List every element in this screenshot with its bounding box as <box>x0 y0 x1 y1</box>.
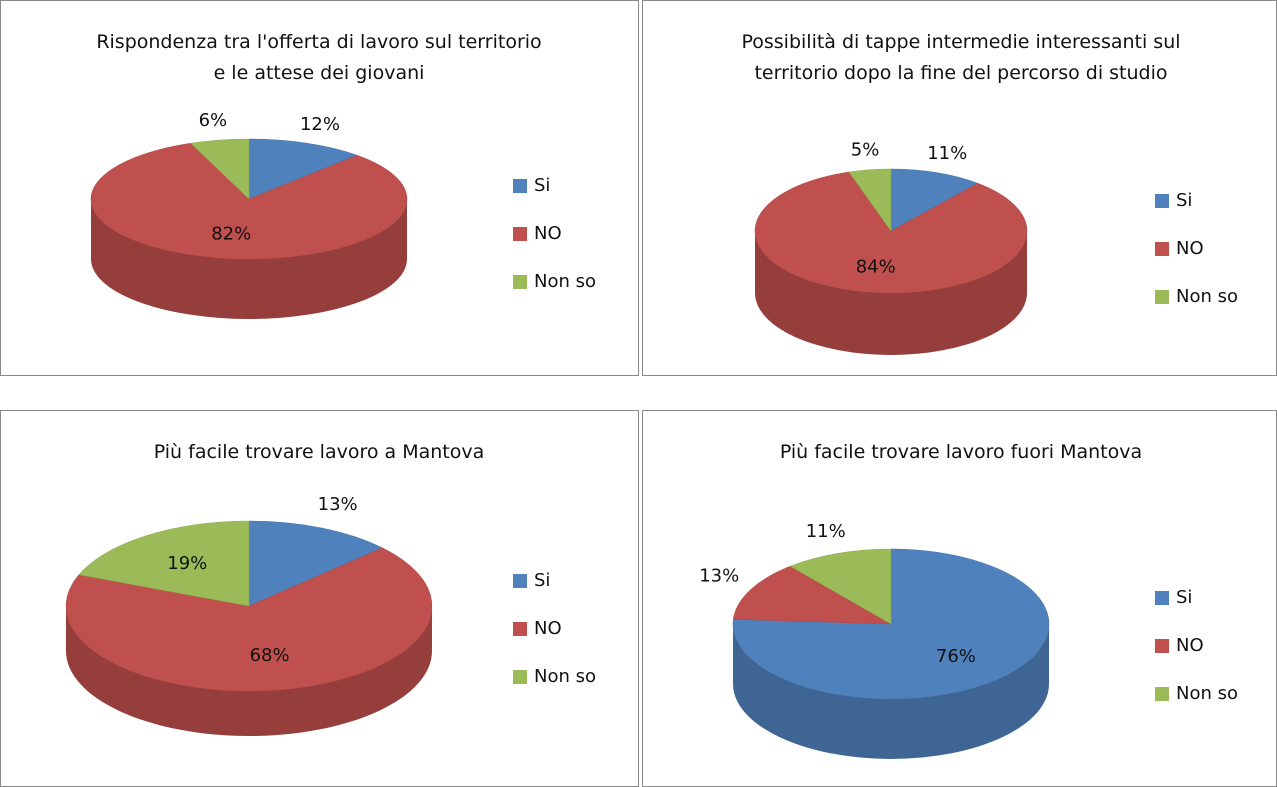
pie-slice <box>248 520 383 607</box>
pie-slice <box>848 168 892 232</box>
legend-label: NO <box>534 223 562 244</box>
data-label: 82% <box>211 223 251 244</box>
legend-label: Non so <box>534 666 596 687</box>
chart-panel: 11% 84% 5% Si NO Non so Possibilità di tappe i… <box>642 0 1277 376</box>
chart: 11% 84% 5% Si NO Non so <box>754 139 1238 355</box>
data-label: 76% <box>936 646 976 667</box>
data-label: 6% <box>199 110 228 131</box>
chart-title: Rispondenza tra l'offerta di lavoro sul … <box>96 31 542 84</box>
data-label: 11% <box>927 143 967 164</box>
chart: 76% 13% 11% Si NO Non so <box>699 521 1238 759</box>
legend-label: Non so <box>1176 286 1238 307</box>
chart-title: Più facile trovare lavoro fuori Mantova <box>779 441 1143 463</box>
chart-panel: 13% 68% 19% Si NO Non so Più facile trovare la… <box>0 410 639 787</box>
legend-label: NO <box>534 618 562 639</box>
legend-label: Si <box>534 175 550 196</box>
data-label: 5% <box>851 139 880 160</box>
legend-swatch <box>1155 290 1169 304</box>
pie-slice <box>190 138 250 200</box>
legend-swatch <box>513 574 527 588</box>
legend-swatch <box>1155 687 1169 701</box>
pie-slice <box>65 547 433 692</box>
legend-label: Si <box>1176 587 1192 608</box>
data-label: 13% <box>699 565 739 586</box>
legend-swatch <box>1155 194 1169 208</box>
data-label: 84% <box>856 257 896 278</box>
pie-slice-side <box>733 624 1049 759</box>
legend-swatch <box>513 179 527 193</box>
pie-slice <box>754 171 1028 294</box>
legend-label: NO <box>1176 238 1204 259</box>
chart-panel: 76% 13% 11% Si NO Non so Più facile trovare la… <box>642 410 1277 787</box>
pie-slice-side <box>66 606 432 736</box>
data-label: 12% <box>300 114 340 135</box>
legend-swatch <box>513 275 527 289</box>
pie-slice <box>248 138 358 200</box>
legend-swatch <box>1155 591 1169 605</box>
chart: 13% 68% 19% Si NO Non so <box>65 494 596 736</box>
data-label: 19% <box>167 553 207 574</box>
legend-label: NO <box>1176 635 1204 656</box>
chart-title: Possibilità di tappe intermedie interess… <box>741 31 1181 84</box>
legend-swatch <box>513 227 527 241</box>
legend-swatch <box>513 670 527 684</box>
chart-panel: 12% 82% 6% Si NO Non so Rispondenza tra l'offe… <box>0 0 639 376</box>
legend-label: Si <box>1176 190 1192 211</box>
pie-slice <box>733 565 892 625</box>
data-label: 13% <box>318 494 358 515</box>
chart-title: Più facile trovare lavoro a Mantova <box>153 441 485 463</box>
data-label: 68% <box>250 645 290 666</box>
pie-slice <box>78 520 250 607</box>
pie-slice <box>90 142 408 260</box>
legend-label: Si <box>534 570 550 591</box>
legend-swatch <box>1155 639 1169 653</box>
data-label: 11% <box>806 521 846 542</box>
pie-slice <box>789 548 892 625</box>
legend-label: Non so <box>1176 683 1238 704</box>
legend-swatch <box>1155 242 1169 256</box>
pie-slice <box>890 168 979 232</box>
chart: 12% 82% 6% Si NO Non so <box>90 110 596 319</box>
legend-label: Non so <box>534 271 596 292</box>
legend-swatch <box>513 622 527 636</box>
